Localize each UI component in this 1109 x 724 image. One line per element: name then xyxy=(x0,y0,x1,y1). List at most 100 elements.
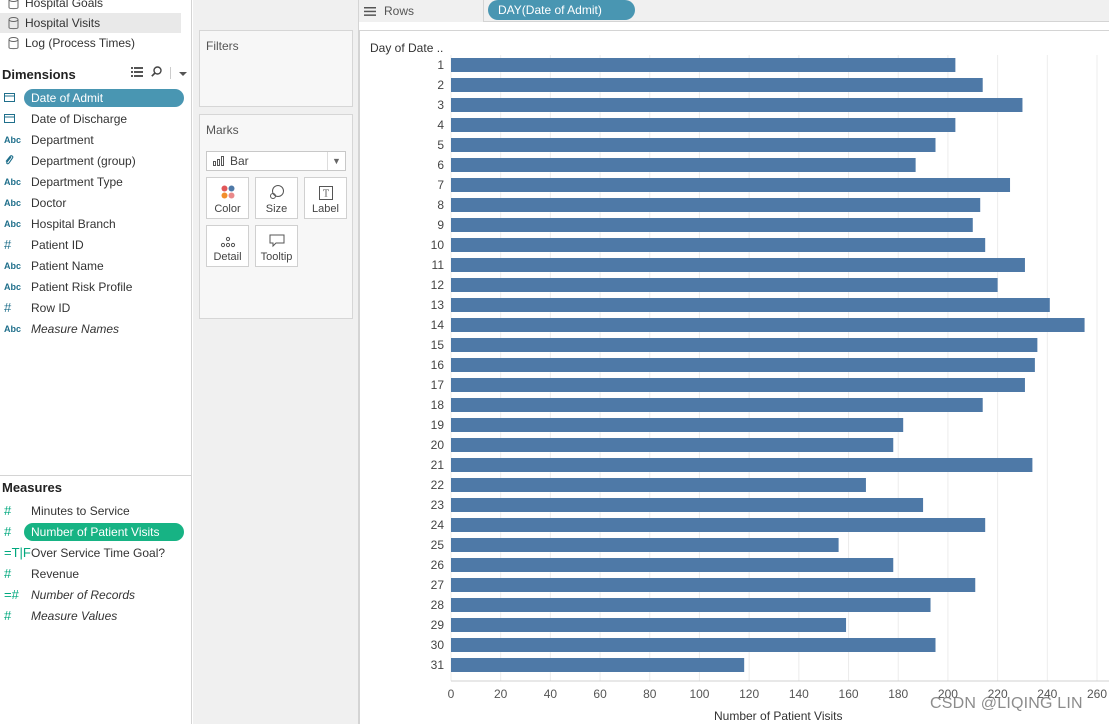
category-label[interactable]: 4 xyxy=(437,118,444,132)
bar-day-14[interactable] xyxy=(451,318,1085,332)
dimension-field[interactable]: Abc Doctor xyxy=(0,192,192,213)
bar-day-5[interactable] xyxy=(451,138,936,152)
row-header-title[interactable]: Day of Date .. xyxy=(370,41,444,55)
category-label[interactable]: 6 xyxy=(437,158,444,172)
bar-day-3[interactable] xyxy=(451,98,1023,112)
search-icon[interactable] xyxy=(151,66,162,80)
category-label[interactable]: 19 xyxy=(431,418,445,432)
rows-pill-day-date-of-admit[interactable]: DAY(Date of Admit) xyxy=(488,0,635,20)
mark-label-button[interactable]: T Label xyxy=(304,177,347,219)
datasource-item[interactable]: Hospital Visits xyxy=(0,13,181,33)
category-label[interactable]: 18 xyxy=(431,398,445,412)
category-label[interactable]: 22 xyxy=(431,478,445,492)
category-label[interactable]: 30 xyxy=(431,638,445,652)
bar-day-30[interactable] xyxy=(451,638,936,652)
measure-field[interactable]: # Minutes to Service xyxy=(0,500,192,521)
mark-tooltip-button[interactable]: Tooltip xyxy=(255,225,298,267)
category-label[interactable]: 14 xyxy=(431,318,445,332)
bar-day-31[interactable] xyxy=(451,658,745,672)
category-label[interactable]: 20 xyxy=(431,438,445,452)
bar-day-21[interactable] xyxy=(451,458,1033,472)
x-tick-label: 40 xyxy=(544,687,558,701)
category-label[interactable]: 27 xyxy=(431,578,445,592)
bar-chart-icon xyxy=(213,156,225,166)
category-label[interactable]: 29 xyxy=(431,618,445,632)
mark-size-button[interactable]: Size xyxy=(255,177,298,219)
bar-day-26[interactable] xyxy=(451,558,894,572)
category-label[interactable]: 21 xyxy=(431,458,445,472)
bar-day-23[interactable] xyxy=(451,498,924,512)
bar-day-2[interactable] xyxy=(451,78,983,92)
dimension-field[interactable]: Abc Hospital Branch xyxy=(0,213,192,234)
category-label[interactable]: 31 xyxy=(431,658,445,672)
category-label[interactable]: 16 xyxy=(431,358,445,372)
bar-day-19[interactable] xyxy=(451,418,904,432)
bar-day-27[interactable] xyxy=(451,578,976,592)
dimension-field[interactable]: # Row ID xyxy=(0,297,192,318)
category-label[interactable]: 8 xyxy=(437,198,444,212)
category-label[interactable]: 26 xyxy=(431,558,445,572)
bar-day-7[interactable] xyxy=(451,178,1011,192)
datasource-item[interactable]: Log (Process Times) xyxy=(0,33,181,53)
mark-detail-button[interactable]: Detail xyxy=(206,225,249,267)
category-label[interactable]: 15 xyxy=(431,338,445,352)
category-label[interactable]: 1 xyxy=(437,58,444,72)
bar-day-10[interactable] xyxy=(451,238,986,252)
bar-day-4[interactable] xyxy=(451,118,956,132)
bar-day-20[interactable] xyxy=(451,438,894,452)
filters-card[interactable]: Filters xyxy=(199,30,353,107)
bar-day-6[interactable] xyxy=(451,158,916,172)
mark-type-select[interactable]: Bar ▼ xyxy=(206,151,346,171)
category-label[interactable]: 10 xyxy=(431,238,445,252)
measure-field[interactable]: =T|F Over Service Time Goal? xyxy=(0,542,192,563)
dimension-field[interactable]: Date of Admit xyxy=(0,87,192,108)
mark-color-button[interactable]: Color xyxy=(206,177,249,219)
dimension-field[interactable]: Abc Patient Risk Profile xyxy=(0,276,192,297)
bar-day-12[interactable] xyxy=(451,278,998,292)
bar-day-1[interactable] xyxy=(451,58,956,72)
dimension-field[interactable]: Abc Department Type xyxy=(0,171,192,192)
bar-day-24[interactable] xyxy=(451,518,986,532)
bar-day-22[interactable] xyxy=(451,478,866,492)
measure-field[interactable]: # Revenue xyxy=(0,563,192,584)
category-label[interactable]: 23 xyxy=(431,498,445,512)
x-axis-title[interactable]: Number of Patient Visits xyxy=(714,709,843,723)
category-label[interactable]: 17 xyxy=(431,378,445,392)
category-label[interactable]: 25 xyxy=(431,538,445,552)
category-label[interactable]: 3 xyxy=(437,98,444,112)
bar-day-16[interactable] xyxy=(451,358,1035,372)
bar-day-9[interactable] xyxy=(451,218,973,232)
bar-day-11[interactable] xyxy=(451,258,1025,272)
dimension-field[interactable]: Date of Discharge xyxy=(0,108,192,129)
category-label[interactable]: 28 xyxy=(431,598,445,612)
category-label[interactable]: 12 xyxy=(431,278,445,292)
category-label[interactable]: 5 xyxy=(437,138,444,152)
dimension-field[interactable]: Abc Measure Names xyxy=(0,318,192,339)
category-label[interactable]: 9 xyxy=(437,218,444,232)
dimension-field[interactable]: Abc Patient Name xyxy=(0,255,192,276)
chevron-down-icon[interactable] xyxy=(179,66,187,80)
category-label[interactable]: 7 xyxy=(437,178,444,192)
view-list-icon[interactable] xyxy=(131,66,143,80)
bar-day-13[interactable] xyxy=(451,298,1050,312)
bar-day-17[interactable] xyxy=(451,378,1025,392)
measure-field[interactable]: # Number of Patient Visits xyxy=(0,521,192,542)
bar-day-28[interactable] xyxy=(451,598,931,612)
category-label[interactable]: 24 xyxy=(431,518,445,532)
bar-day-15[interactable] xyxy=(451,338,1038,352)
dimension-field[interactable]: # Patient ID xyxy=(0,234,192,255)
dimension-field[interactable]: Department (group) xyxy=(0,150,192,171)
bar-day-29[interactable] xyxy=(451,618,847,632)
measure-field[interactable]: =# Number of Records xyxy=(0,584,192,605)
category-label[interactable]: 2 xyxy=(437,78,444,92)
measure-field[interactable]: # Measure Values xyxy=(0,605,192,626)
chevron-down-icon[interactable]: ▼ xyxy=(327,152,345,170)
bar-day-25[interactable] xyxy=(451,538,839,552)
category-label[interactable]: 11 xyxy=(432,258,445,272)
bar-day-8[interactable] xyxy=(451,198,981,212)
datasource-item[interactable]: Hospital Goals xyxy=(0,0,181,13)
text-type-icon: Abc xyxy=(4,323,22,334)
dimension-field[interactable]: Abc Department xyxy=(0,129,192,150)
category-label[interactable]: 13 xyxy=(431,298,445,312)
bar-day-18[interactable] xyxy=(451,398,983,412)
